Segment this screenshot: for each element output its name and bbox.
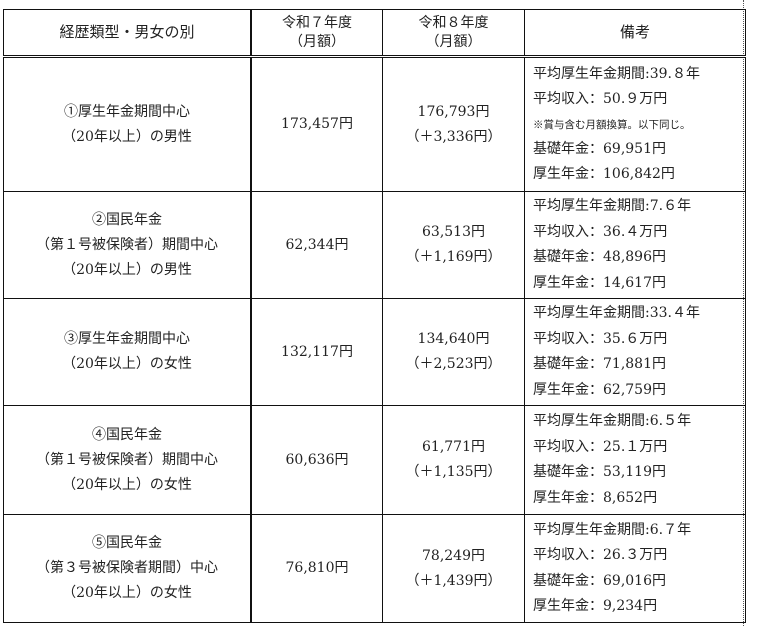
header-category: 経歴類型・男女の別 [3, 9, 252, 58]
notes-cell-line: 厚生年金：62,759円 [533, 381, 666, 398]
category-cell-line: （20年以上）の男性 [62, 128, 192, 145]
header-r7: 令和７年度 （月額） [250, 9, 383, 58]
notes-cell-line: 平均収入：36.４万円 [533, 223, 668, 240]
category-cell: ⑤国民年金 （第３号被保険者期間）中心 （20年以上）の女性 [3, 514, 252, 623]
category-cell: ③厚生年金期間中心 （20年以上）の女性 [3, 298, 252, 406]
notes-cell-line: 基礎年金：69,951円 [533, 140, 666, 157]
header-r8: 令和８年度 （月額） [382, 9, 525, 58]
notes-cell: 平均厚生年金期間:39.８年 平均収入：50.９万円 ※賞与含む月額換算。以下同じ。… [524, 56, 746, 192]
table-row: ①厚生年金期間中心 （20年以上）の男性 173,457円 176,793円 （＋3,3… [3, 56, 746, 192]
header-r8-line2: （月額） [425, 33, 482, 50]
r7-amount-cell: 132,117円 [250, 298, 383, 406]
r8-amount-cell-line: 61,771円 [422, 439, 485, 455]
r7-amount-cell: 62,344円 [250, 191, 383, 299]
notes-cell-line: 基礎年金：53,119円 [533, 464, 666, 480]
notes-cell-line: 厚生年金：106,842円 [533, 166, 675, 182]
notes-cell: 平均厚生年金期間:7.６年 平均収入：36.４万円 基礎年金：48,896円 厚生年金… [524, 191, 746, 299]
r8-amount-cell: 63,513円 （＋1,169円） [382, 191, 525, 299]
notes-cell-line: 厚生年金：9,234円 [533, 598, 658, 614]
header-notes: 備考 [524, 9, 746, 58]
category-cell-line: （第１号被保険者）期間中心 [36, 236, 218, 253]
r8-amount-cell: 134,640円 （＋2,523円） [382, 298, 525, 406]
category-cell-line: （20年以上）の女性 [62, 356, 192, 372]
r8-amount-cell-line: 134,640円 [417, 331, 490, 347]
notes-cell: 平均厚生年金期間:6.７年 平均収入：26.３万円 基礎年金：69,016円 厚生年金… [524, 514, 746, 623]
notes-cell-line: 平均厚生年金期間:7.６年 [533, 198, 692, 214]
notes-cell-line: 厚生年金：14,617円 [533, 274, 666, 291]
notes-cell-line: 平均収入：50.９万円 [533, 91, 668, 107]
category-cell-line: ④国民年金 [92, 426, 162, 443]
r8-amount-cell-line: （＋2,523円） [405, 356, 502, 372]
pension-table: 経歴類型・男女の別 令和７年度 （月額） 令和８年度 （月額） 備考 ①厚生年金期間… [3, 9, 746, 623]
r7-amount-cell: 76,810円 [250, 514, 383, 623]
table-row: ⑤国民年金 （第３号被保険者期間）中心 （20年以上）の女性 76,810円 78,24… [3, 514, 746, 623]
notes-cell-line: 基礎年金：69,016円 [533, 572, 666, 589]
category-cell: ①厚生年金期間中心 （20年以上）の男性 [3, 56, 252, 192]
notes-cell-line: 平均厚生年金期間:39.８年 [533, 65, 700, 82]
table-row: ②国民年金 （第１号被保険者）期間中心 （20年以上）の男性 62,344円 63,51… [3, 191, 746, 299]
category-cell: ④国民年金 （第１号被保険者）期間中心 （20年以上）の女性 [3, 405, 252, 515]
r8-amount-cell-line: （＋1,439円） [405, 572, 502, 589]
r8-amount-cell-line: 63,513円 [422, 224, 485, 240]
table-row: ③厚生年金期間中心 （20年以上）の女性 132,117円 134,640円 （＋2,5… [3, 298, 746, 406]
notes-cell-line: 基礎年金：71,881円 [533, 356, 666, 372]
notes-cell: 平均厚生年金期間:33.４年 平均収入：35.６万円 基礎年金：71,881円 厚生年… [524, 298, 746, 406]
notes-cell-line: 平均厚生年金期間:6.７年 [533, 521, 692, 538]
category-cell-line: ⑤国民年金 [92, 535, 162, 551]
r8-amount-cell: 78,249円 （＋1,439円） [382, 514, 525, 623]
notes-cell-line: ※賞与含む月額換算。以下同じ。 [533, 118, 691, 131]
notes-cell-line: 厚生年金：8,652円 [533, 489, 658, 506]
notes-cell-line: 平均収入：26.３万円 [533, 547, 668, 563]
r8-amount-cell-line: （＋1,169円） [405, 249, 502, 265]
category-cell-line: （20年以上）の男性 [62, 261, 192, 278]
category-cell-line: （20年以上）の女性 [62, 585, 192, 601]
r7-amount-cell: 173,457円 [250, 56, 383, 192]
category-cell: ②国民年金 （第１号被保険者）期間中心 （20年以上）の男性 [3, 191, 252, 299]
category-cell-line: ③厚生年金期間中心 [64, 331, 190, 347]
r7-amount-cell: 60,636円 [250, 405, 383, 515]
notes-cell-line: 平均厚生年金期間:6.５年 [533, 413, 692, 429]
header-row: 経歴類型・男女の別 令和７年度 （月額） 令和８年度 （月額） 備考 [3, 9, 746, 58]
notes-cell: 平均厚生年金期間:6.５年 平均収入：25.１万円 基礎年金：53,119円 厚生年金… [524, 405, 746, 515]
r8-amount-cell: 61,771円 （＋1,135円） [382, 405, 525, 515]
header-r7-line1: 令和７年度 [282, 14, 352, 31]
category-cell-line: ②国民年金 [92, 211, 162, 228]
r8-amount-cell-line: （＋1,135円） [405, 464, 502, 480]
table-row: ④国民年金 （第１号被保険者）期間中心 （20年以上）の女性 60,636円 61,77… [3, 405, 746, 515]
header-r7-line2: （月額） [289, 33, 345, 50]
r8-amount-cell-line: 78,249円 [422, 547, 485, 564]
r8-amount-cell: 176,793円 （＋3,336円） [382, 56, 525, 192]
notes-cell-line: 基礎年金：48,896円 [533, 249, 666, 265]
category-cell-line: （20年以上）の女性 [62, 476, 192, 493]
notes-cell-line: 平均厚生年金期間:33.４年 [533, 305, 700, 321]
category-cell-line: （第３号被保険者期間）中心 [36, 560, 218, 576]
r8-amount-cell-line: （＋3,336円） [405, 128, 502, 145]
category-cell-line: ①厚生年金期間中心 [64, 103, 190, 120]
header-r8-line1: 令和８年度 [418, 14, 489, 31]
notes-cell-line: 平均収入：35.６万円 [533, 330, 668, 347]
notes-cell-line: 平均収入：25.１万円 [533, 438, 668, 455]
r8-amount-cell-line: 176,793円 [417, 103, 490, 120]
category-cell-line: （第１号被保険者）期間中心 [36, 451, 218, 468]
